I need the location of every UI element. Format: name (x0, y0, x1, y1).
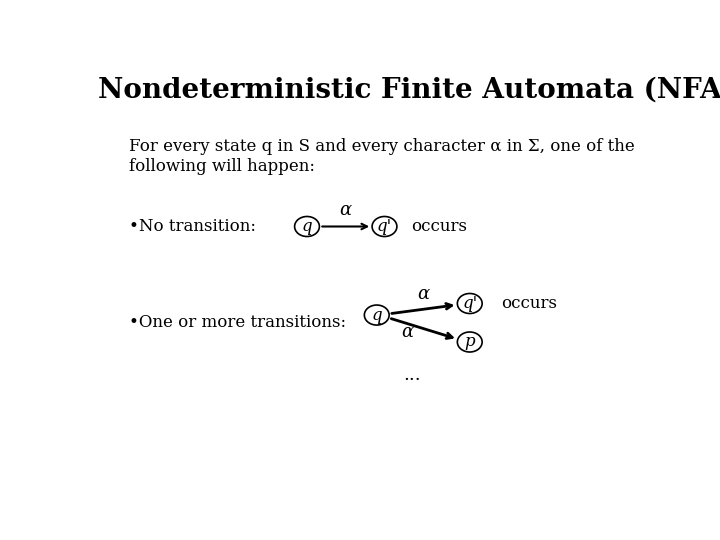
Text: p: p (464, 334, 475, 350)
Text: q: q (302, 218, 312, 235)
Text: q': q' (377, 218, 392, 235)
Ellipse shape (457, 332, 482, 352)
Text: •No transition:: •No transition: (129, 218, 256, 235)
Ellipse shape (372, 217, 397, 237)
Ellipse shape (364, 305, 389, 325)
Text: occurs: occurs (412, 218, 467, 235)
Text: α: α (417, 285, 429, 303)
Text: α: α (340, 200, 352, 219)
Text: q': q' (462, 295, 477, 312)
Ellipse shape (457, 294, 482, 314)
Text: For every state q in S and every character α in Σ, one of the
following will hap: For every state q in S and every charact… (129, 138, 634, 174)
Text: q: q (372, 307, 382, 323)
Text: Nondeterministic Finite Automata (NFA): Nondeterministic Finite Automata (NFA) (98, 76, 720, 103)
Text: α: α (402, 323, 414, 341)
Text: ...: ... (402, 366, 420, 384)
Text: •One or more transitions:: •One or more transitions: (129, 314, 346, 331)
Text: occurs: occurs (500, 295, 557, 312)
Ellipse shape (294, 217, 320, 237)
